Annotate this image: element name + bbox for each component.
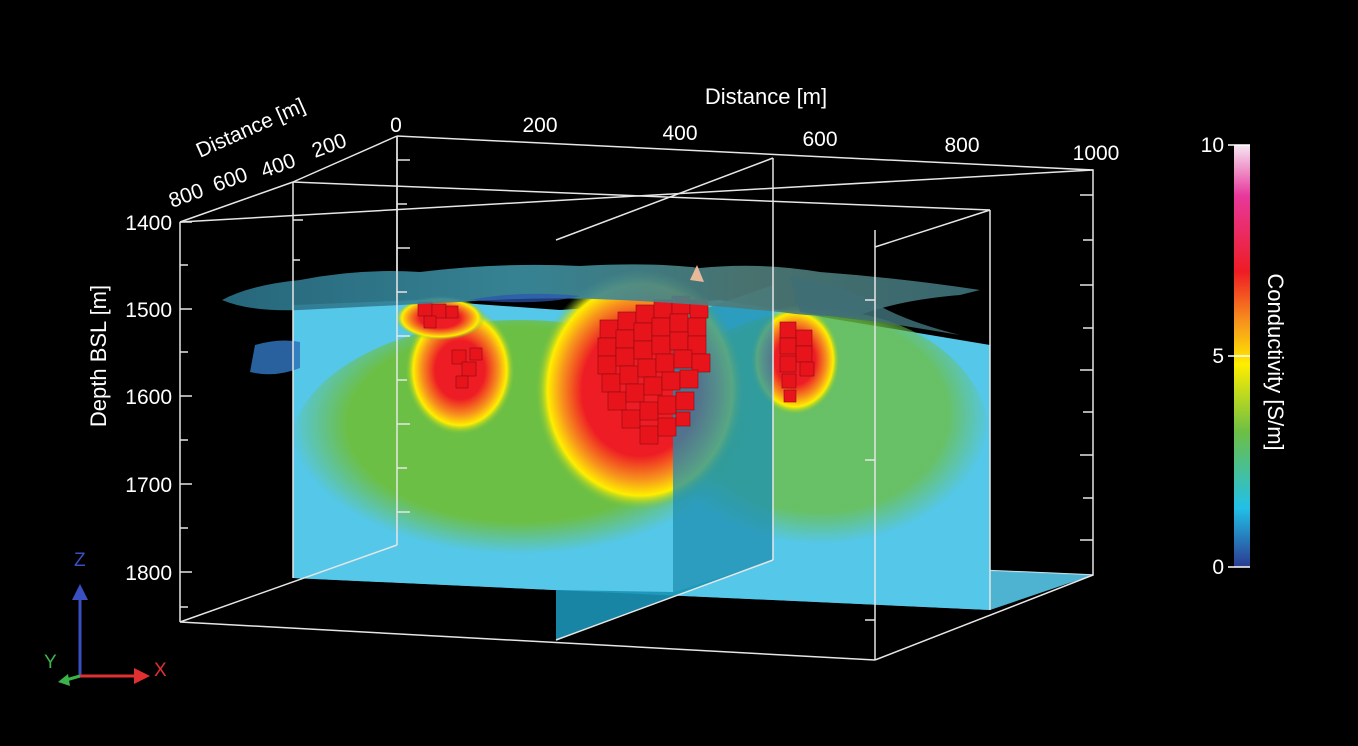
z-tick-1800: 1800: [125, 562, 172, 585]
y-tick-400: 400: [258, 149, 299, 183]
triad-x-label: X: [154, 660, 167, 681]
z-tick-1600: 1600: [125, 386, 172, 409]
z-axis-ticks: [180, 221, 192, 608]
back-edge-ticks: [293, 159, 1093, 621]
triad-y-label: Y: [44, 652, 57, 673]
colorbar-tick-0: 0: [1212, 556, 1224, 579]
y-tick-600: 600: [210, 163, 251, 197]
triad-z-label: Z: [74, 550, 86, 571]
z-tick-1400: 1400: [125, 212, 172, 235]
y-tick-200: 200: [309, 129, 350, 163]
colorbar: 10 5 0 Conductivity [S/m]: [1201, 134, 1288, 579]
z-axis: Depth BSL [m] 1400 1500 1600 1700 1800: [86, 212, 172, 585]
colorbar-title: Conductivity [S/m]: [1263, 273, 1288, 450]
colorbar-tick-5: 5: [1212, 345, 1224, 368]
y-tick-800: 800: [166, 179, 207, 213]
z-tick-1700: 1700: [125, 474, 172, 497]
z-arrow-icon: [72, 584, 88, 600]
x-arrow-icon: [134, 668, 150, 684]
z-tick-1500: 1500: [125, 299, 172, 322]
z-axis-title: Depth BSL [m]: [86, 285, 111, 427]
x-axis: Distance [m] 0 200 400 600 800 1000: [390, 84, 1119, 165]
conductor-voxels: [417, 295, 815, 445]
y-arrow-icon: [58, 674, 70, 686]
x-tick-200: 200: [522, 114, 557, 137]
box-front-frame: [179, 136, 1094, 661]
x-tick-400: 400: [662, 122, 697, 145]
colorbar-tick-10: 10: [1201, 134, 1224, 157]
x-tick-0: 0: [390, 114, 402, 137]
orientation-triad: Z Y X: [44, 550, 167, 686]
x-tick-800: 800: [944, 134, 979, 157]
x-tick-600: 600: [802, 128, 837, 151]
x-tick-1000: 1000: [1073, 142, 1120, 165]
x-axis-title: Distance [m]: [705, 84, 827, 109]
